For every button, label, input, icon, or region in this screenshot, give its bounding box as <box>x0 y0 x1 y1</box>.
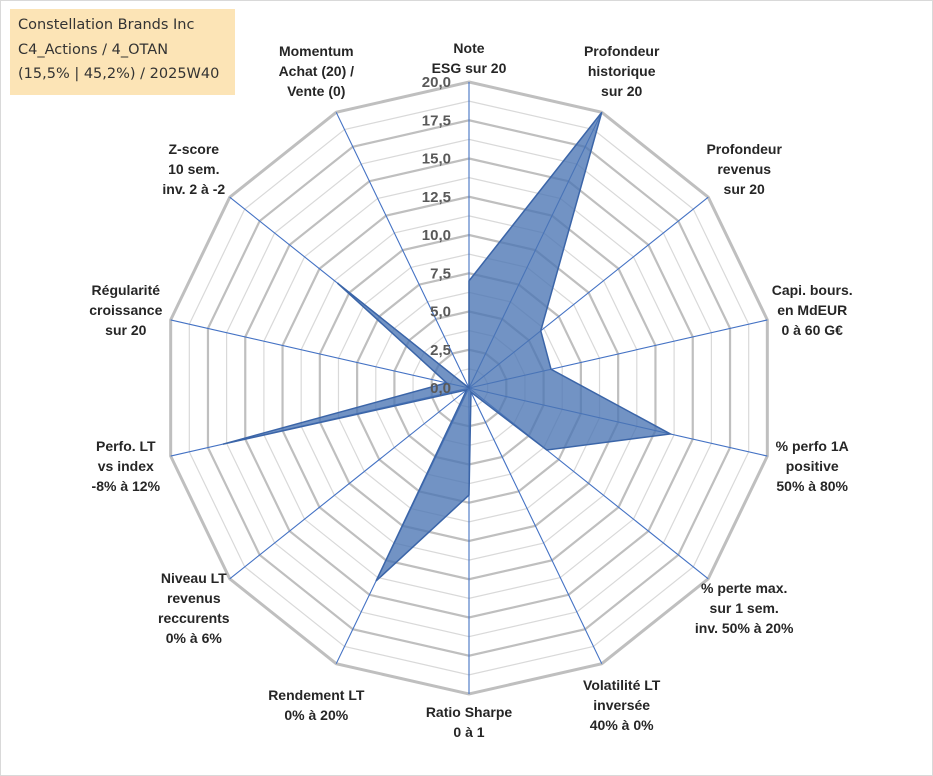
axis-label-line: Profondeur <box>706 140 782 157</box>
tick-label: 20,0 <box>422 74 451 91</box>
axis-label-line: Régularité <box>91 281 161 298</box>
axis-label-line: sur 1 sem. <box>709 599 779 616</box>
axis-label-line: 0% à 20% <box>284 707 349 724</box>
tick-label: 12,5 <box>422 189 451 206</box>
axis-label-line: croissance <box>89 301 163 318</box>
axis-label: % perte max. sur 1 sem. inv. 50% à 20% <box>695 578 794 638</box>
axis-label: Note ESG sur 20 <box>432 38 507 78</box>
axis-label-line: 40% à 0% <box>589 717 654 734</box>
axis-label-line: en MdEUR <box>777 301 848 318</box>
axis-label: Z-score 10 sem. inv. 2 à -2 <box>162 139 225 199</box>
axis-spoke <box>468 387 603 664</box>
axis-label-line: -8% à 12% <box>91 478 161 495</box>
axis-label-line: inv. 50% à 20% <box>694 619 794 636</box>
axis-label-line: Vente (0) <box>287 82 346 99</box>
axis-label-line: 0 à 1 <box>453 724 485 740</box>
tick-label: 2,5 <box>430 342 451 359</box>
axis-spoke <box>170 319 470 389</box>
axis-label-line: revenus <box>166 589 221 606</box>
axis-label: % perfo 1A positive 50% à 80% <box>776 436 849 496</box>
axis-label-line: Rendement LT <box>268 687 365 704</box>
axis-label: Capi. bours. en MdEUR 0 à 60 G€ <box>772 280 853 340</box>
axis-label-line: 50% à 80% <box>776 478 848 495</box>
axis-label-line: Z-score <box>168 140 220 157</box>
axis-label-line: Capi. bours. <box>771 281 853 298</box>
axis-label-line: Momentum <box>278 42 354 59</box>
axis-label-line: vs index <box>97 458 154 475</box>
data-series-area <box>222 111 673 582</box>
axis-label-line: % perte max. <box>700 579 788 596</box>
axis-label-line: inversée <box>593 697 651 714</box>
axis-spoke <box>335 112 470 389</box>
axis-label-line: positive <box>785 458 839 475</box>
axis-label-line: Achat (20) / <box>278 62 355 79</box>
axis-label: Niveau LT revenus reccurents 0% à 6% <box>158 568 230 648</box>
axis-spoke <box>229 387 470 580</box>
info-portfolio: C4_Actions / 4_OTAN <box>18 41 169 58</box>
axis-label: Régularité croissance sur 20 <box>89 280 162 340</box>
tick-label: 15,0 <box>422 151 451 168</box>
axis-label-line: Volatilité LT <box>583 677 661 694</box>
tick-label: 0,0 <box>430 380 451 397</box>
axis-label-line: 0% à 6% <box>165 629 222 646</box>
axis-label-line: Perfo. LT <box>95 438 156 455</box>
axis-label: Ratio Sharpe 0 à 1 <box>426 702 512 742</box>
axis-label-line: reccurents <box>158 609 230 626</box>
axis-label: Momentum Achat (20) / Vente (0) <box>279 41 354 101</box>
axis-label-line: sur 20 <box>723 180 765 197</box>
axis-label: Volatilité LT inversée 40% à 0% <box>583 675 660 735</box>
axis-label: Profondeur revenus sur 20 <box>706 139 781 199</box>
axis-label-line: 10 sem. <box>168 160 220 177</box>
axis-label: Rendement LT 0% à 20% <box>268 685 364 725</box>
axis-label-line: revenus <box>717 160 772 177</box>
axis-label: Profondeur historique sur 20 <box>584 41 659 101</box>
axis-label-line: % perfo 1A <box>775 438 849 455</box>
axis-label-line: ESG sur 20 <box>431 60 507 76</box>
info-performance: (15,5% | 45,2%) / 2025W40 <box>18 66 220 82</box>
tick-label: 5,0 <box>430 304 451 321</box>
axis-label-line: sur 20 <box>105 321 147 338</box>
axis-label-line: historique <box>587 62 656 79</box>
axis-label-line: Note <box>453 40 485 56</box>
tick-label: 17,5 <box>422 112 451 129</box>
axis-label-line: inv. 2 à -2 <box>162 180 226 197</box>
tick-label: 7,5 <box>430 265 451 282</box>
axis-label: Perfo. LT vs index -8% à 12% <box>92 436 160 496</box>
info-box: Constellation Brands Inc C4_Actions / 4_… <box>10 9 235 95</box>
axis-label-line: 0 à 60 G€ <box>781 321 843 338</box>
axis-label-line: Niveau LT <box>160 569 227 586</box>
axis-label-line: Ratio Sharpe <box>425 704 513 720</box>
info-company-name: Constellation Brands Inc <box>18 17 195 33</box>
tick-label: 10,0 <box>422 227 451 244</box>
axis-label-line: Profondeur <box>583 42 660 59</box>
axis-label-line: sur 20 <box>601 82 643 99</box>
